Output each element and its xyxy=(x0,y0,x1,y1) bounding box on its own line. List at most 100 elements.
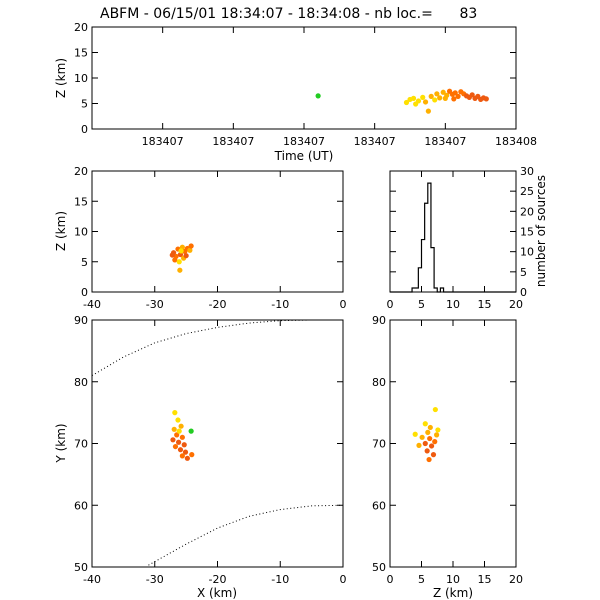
z-y-point xyxy=(425,429,431,435)
plan-view-point xyxy=(179,434,185,440)
plan-view-point xyxy=(189,452,195,458)
time-height-point xyxy=(442,95,448,101)
plan-view-point xyxy=(175,439,182,445)
time-height-point xyxy=(403,99,410,106)
time-height-xtick-label: 183407 xyxy=(354,135,396,148)
x-height-point xyxy=(177,267,183,273)
height-histogram-ytick-label: 10 xyxy=(520,246,534,259)
plan-view-xtick-label: 0 xyxy=(340,573,347,586)
height-histogram-ytick-label: 5 xyxy=(520,266,527,279)
z-y-xtick-label: 0 xyxy=(387,573,394,586)
height-histogram-xtick-label: 5 xyxy=(418,298,425,311)
z-y-point xyxy=(422,440,428,447)
plan-view-point xyxy=(172,410,178,416)
plan-view-point xyxy=(181,442,187,448)
time-height-point xyxy=(451,96,457,102)
z-y-ytick-label: 70 xyxy=(372,438,386,451)
time-height-xtick-label: 183407 xyxy=(212,135,254,148)
z-y-point xyxy=(422,421,428,427)
z-y-xtick-label: 20 xyxy=(509,573,523,586)
panel-plan-view-frame xyxy=(91,319,344,568)
height-histogram-xtick-label: 0 xyxy=(387,298,394,311)
plan-view-ytick-label: 50 xyxy=(74,561,88,574)
x-height-point xyxy=(178,248,184,254)
time-height-point xyxy=(452,90,458,96)
z-y-xtick-label: 10 xyxy=(446,573,460,586)
time-height-xtick-label: 183407 xyxy=(424,135,466,148)
time-height-point xyxy=(315,93,321,99)
figure-title: ABFM - 06/15/01 18:34:07 - 18:34:08 - nb… xyxy=(100,6,477,22)
x-height-point xyxy=(176,259,182,265)
z-y-point xyxy=(435,427,441,433)
plan-view-point xyxy=(172,443,179,450)
plan-view-point xyxy=(182,449,189,455)
time-height-ytick-label: 15 xyxy=(74,47,88,60)
time-height-point xyxy=(410,95,417,101)
histogram-bar xyxy=(415,288,418,292)
x-height-ytick-label: 20 xyxy=(74,165,88,178)
x-height-xtick-label: 0 xyxy=(340,298,347,311)
plan-view-point xyxy=(175,417,181,423)
plan-view-ytick-label: 60 xyxy=(74,499,88,512)
histogram-outline xyxy=(390,182,516,293)
x-height-point xyxy=(183,253,189,259)
plan-view-point xyxy=(171,426,177,432)
plan-view-ytick-label: 90 xyxy=(74,314,88,327)
x-height-ytick-label: 15 xyxy=(74,195,88,208)
panel-time-height-frame xyxy=(91,26,517,130)
z-y-point xyxy=(432,439,438,445)
plan-view-point xyxy=(170,437,176,443)
range-ring-inner xyxy=(148,504,344,566)
plan-view-point xyxy=(177,447,184,453)
z-y-point xyxy=(424,448,430,454)
time-height-point xyxy=(434,91,440,97)
z-y-point xyxy=(427,424,433,431)
x-height-point xyxy=(172,257,178,263)
panel-x-height-frame xyxy=(91,170,344,293)
z-y-point xyxy=(426,456,432,463)
time-height-point xyxy=(415,98,422,104)
plan-view-xtick-label: -10 xyxy=(271,573,289,586)
time-height-point xyxy=(432,97,438,103)
time-height-xtick-label: 183408 xyxy=(495,135,537,148)
z-y-ytick-label: 80 xyxy=(372,376,386,389)
time-height-point xyxy=(483,96,489,102)
x-height-point xyxy=(188,243,194,249)
range-ring-outer xyxy=(91,319,312,377)
z-y-point xyxy=(430,452,437,458)
z-y-ytick-label: 60 xyxy=(372,499,386,512)
z-y-ytick-label: 90 xyxy=(372,314,386,327)
x-height-ytick-label: 5 xyxy=(81,256,88,269)
time-height-ylabel: Z (km) xyxy=(54,58,68,98)
time-height-ytick-label: 0 xyxy=(81,123,88,136)
z-y-point xyxy=(432,406,438,413)
plan-view-point xyxy=(179,453,185,459)
axis-ticks-layer: 183407 183407 183407 183407 183407 183408 0 5 10… xyxy=(74,21,537,586)
height-histogram-ytick-label: 0 xyxy=(520,286,527,299)
height-histogram-xtick-label: 15 xyxy=(478,298,492,311)
height-histogram-ytick-label: 30 xyxy=(520,165,534,178)
histogram-ylabel: number of sources xyxy=(534,175,548,287)
x-height-point xyxy=(187,247,193,253)
plan-view-xtick-label: -20 xyxy=(209,573,227,586)
height-histogram-xtick-label: 20 xyxy=(509,298,523,311)
time-height-ytick-label: 20 xyxy=(74,21,88,34)
z-y-point xyxy=(434,432,440,438)
time-height-point xyxy=(455,93,461,99)
time-height-point xyxy=(428,93,434,99)
x-height-ylabel: Z (km) xyxy=(54,211,68,251)
panel-histogram-frame xyxy=(389,170,517,293)
plan-view-point xyxy=(178,423,184,429)
x-height-xtick-label: -40 xyxy=(83,298,101,311)
time-height-point xyxy=(425,108,431,114)
x-height-ytick-label: 10 xyxy=(74,226,88,239)
z-y-point xyxy=(428,443,435,449)
z-y-point xyxy=(427,435,433,442)
z-y-point xyxy=(412,431,418,437)
plan-view-xtick-label: -30 xyxy=(146,573,164,586)
x-height-xtick-label: -10 xyxy=(271,298,289,311)
plan-view-point xyxy=(188,428,194,434)
plan-view-ytick-label: 80 xyxy=(74,376,88,389)
time-height-point xyxy=(420,94,426,100)
